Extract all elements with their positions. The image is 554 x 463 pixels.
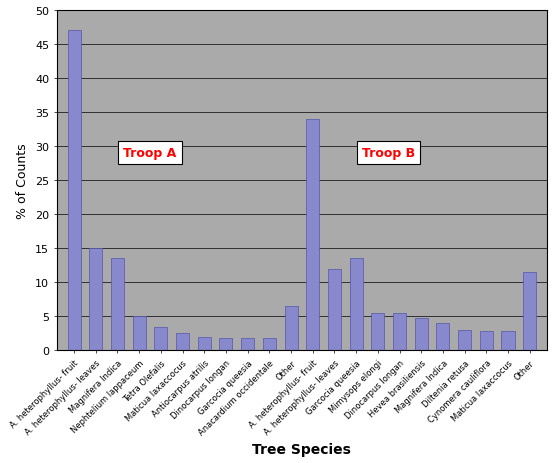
Bar <box>306 119 319 350</box>
Bar <box>111 259 124 350</box>
Bar <box>371 313 384 350</box>
Bar <box>437 324 449 350</box>
Bar <box>501 332 515 350</box>
X-axis label: Tree Species: Tree Species <box>253 442 351 456</box>
Bar <box>263 338 276 350</box>
Bar <box>328 269 341 350</box>
Bar <box>68 31 80 350</box>
Bar <box>523 273 536 350</box>
Text: Troop A: Troop A <box>124 147 177 160</box>
Bar <box>458 330 471 350</box>
Text: Troop B: Troop B <box>362 147 416 160</box>
Bar <box>198 337 211 350</box>
Bar <box>480 332 493 350</box>
Bar <box>393 313 406 350</box>
Bar <box>155 327 167 350</box>
Bar <box>415 318 428 350</box>
Bar <box>219 338 233 350</box>
Bar <box>241 338 254 350</box>
Y-axis label: % of Counts: % of Counts <box>17 143 29 219</box>
Bar <box>350 259 363 350</box>
Bar <box>176 334 189 350</box>
Bar <box>132 317 146 350</box>
Bar <box>89 249 102 350</box>
Bar <box>285 307 297 350</box>
